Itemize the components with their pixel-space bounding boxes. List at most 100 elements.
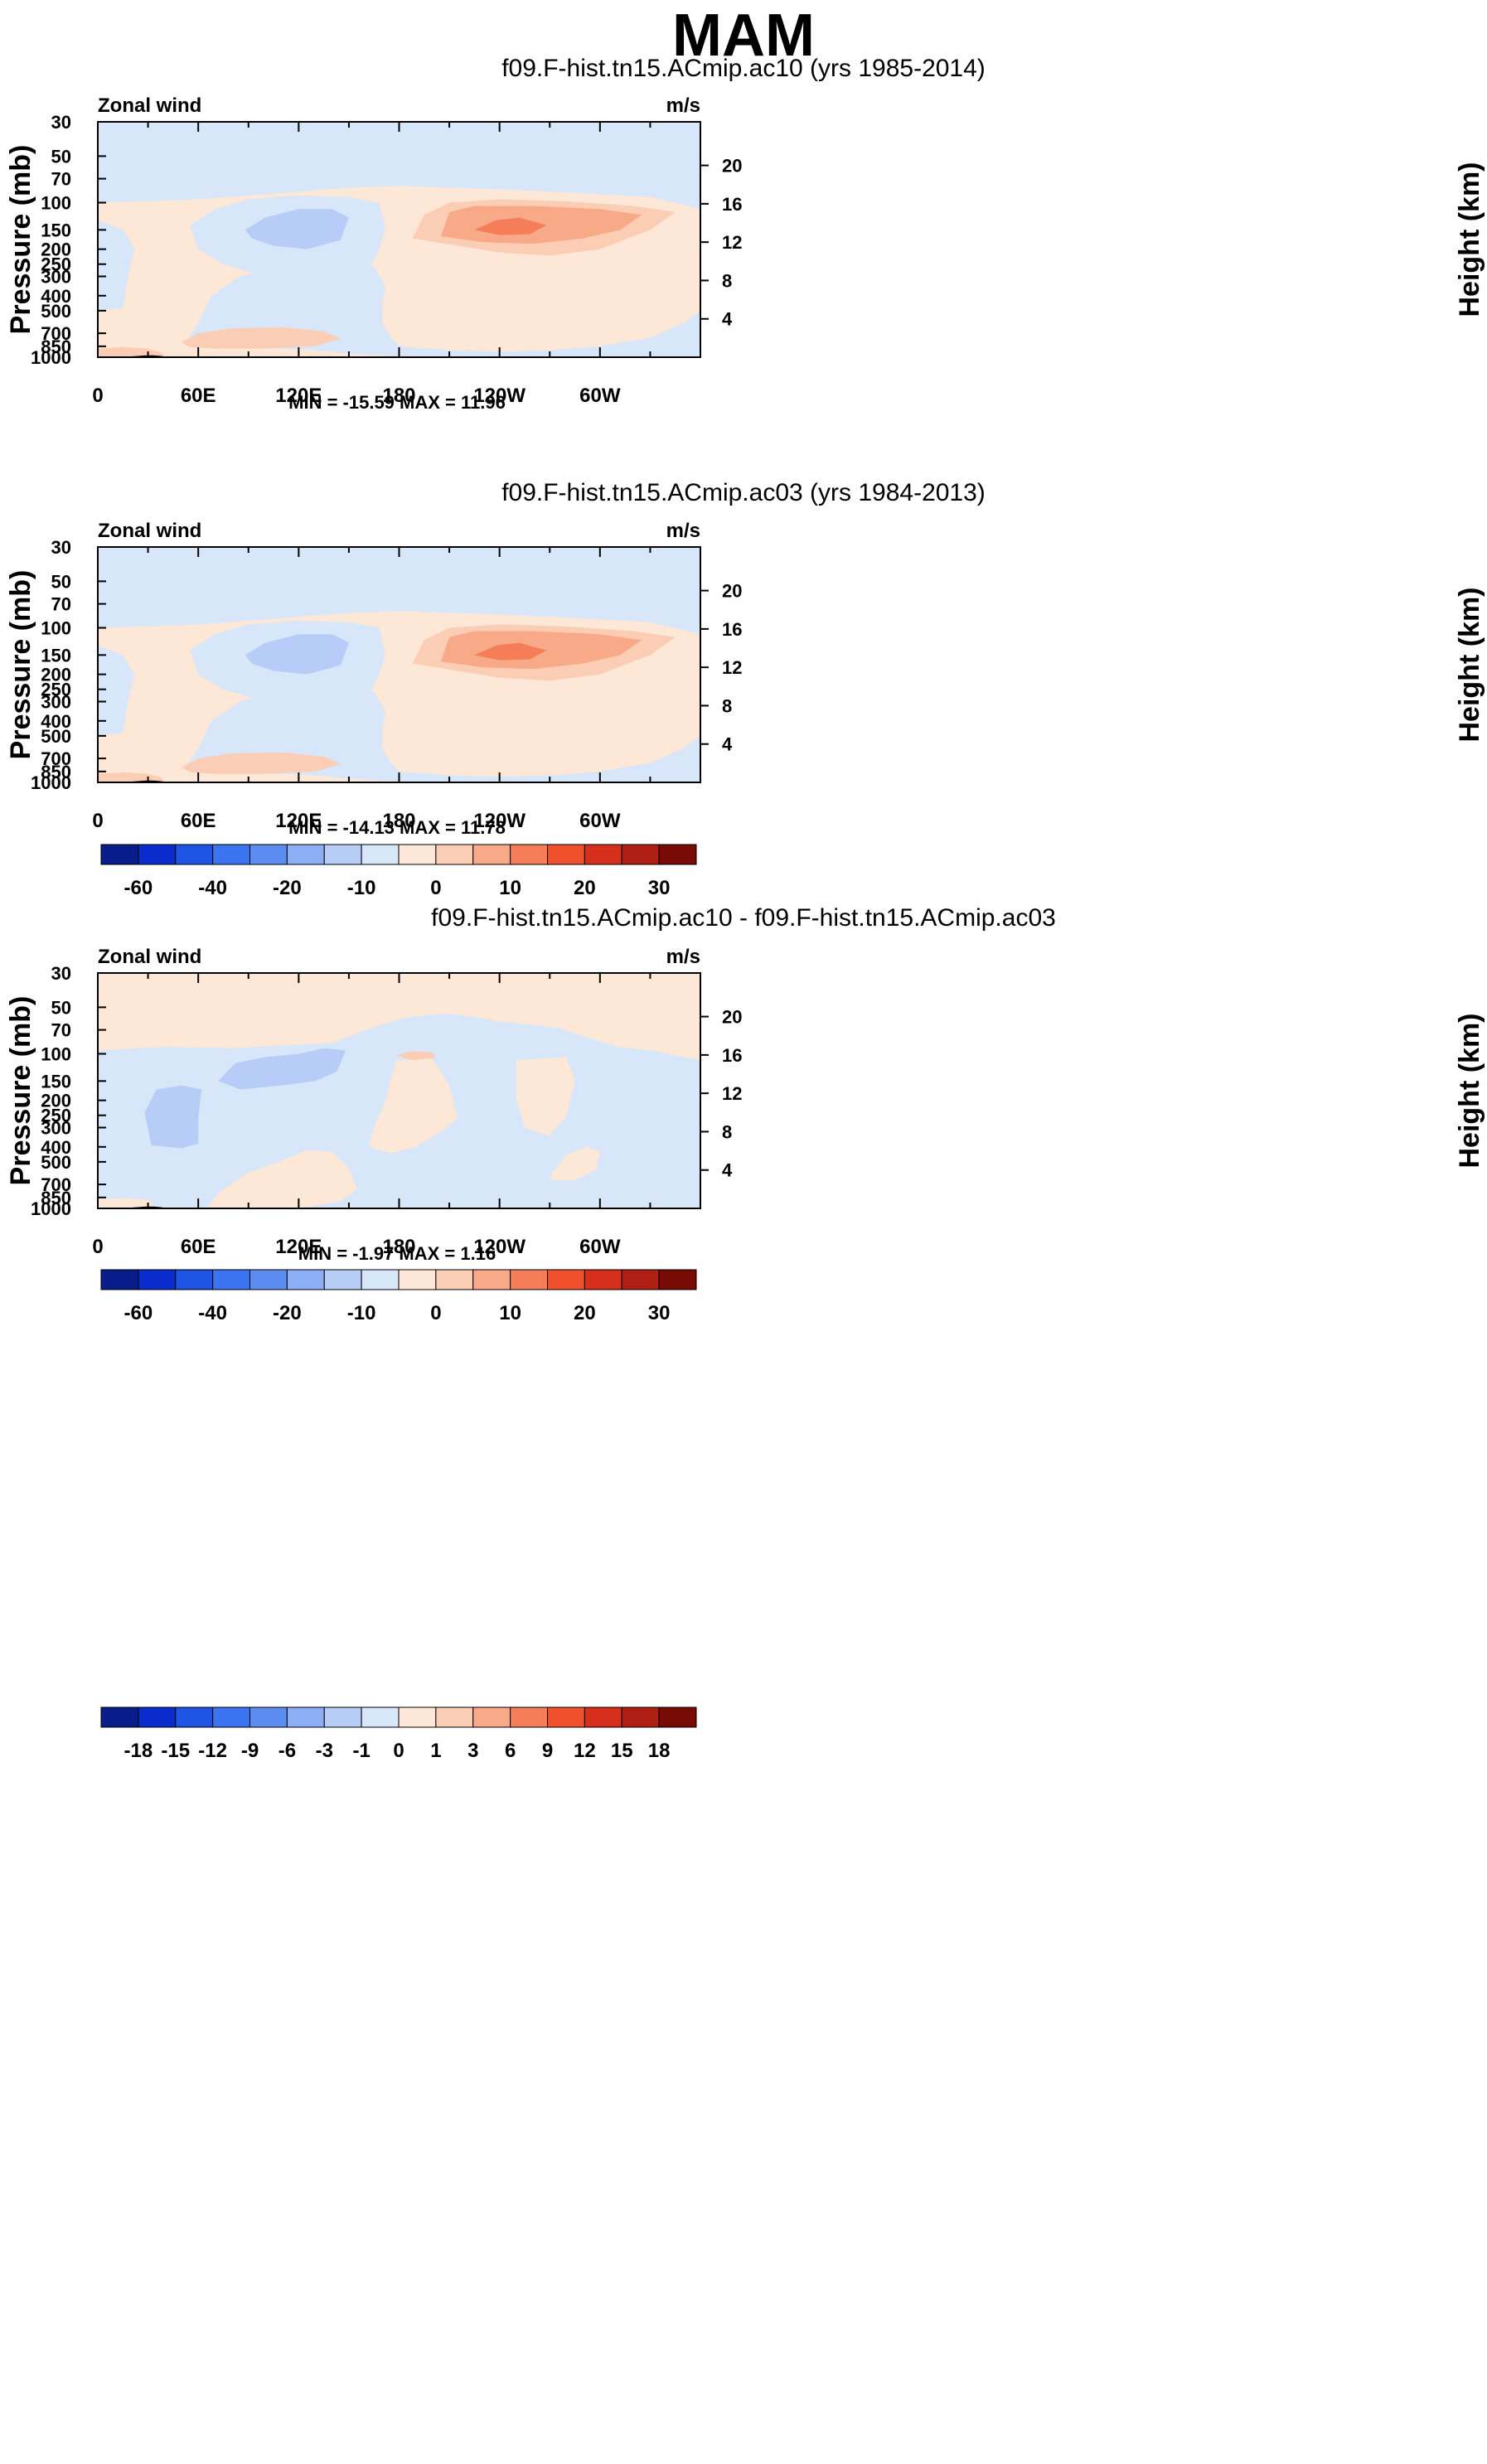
pressure-tick-label: 1000 (31, 772, 71, 793)
colorbar-box (286, 844, 325, 865)
height-tick-label: 8 (722, 270, 732, 291)
height-tick-label: 16 (722, 194, 742, 215)
field-diff-positive-surface (98, 1198, 157, 1208)
colorbar-box (138, 844, 177, 865)
colorbar-label: -12 (198, 1740, 227, 1762)
pressure-tick-label: 300 (41, 266, 71, 287)
pressure-tick-label: 1000 (31, 1198, 71, 1219)
y-axis-title-right: Height (km) (1454, 588, 1485, 743)
colorbar-box (175, 1706, 214, 1728)
min-max-stats: MIN = -15.59 MAX = 11.96 (288, 392, 506, 413)
colorbar-box (286, 1269, 325, 1290)
pressure-tick-label: 850 (41, 762, 71, 782)
min-max-stats: MIN = -1.97 MAX = 1.16 (298, 1243, 496, 1264)
colorbar-box (472, 844, 511, 865)
colorbar-box (212, 1269, 250, 1290)
panel-2: f09.F-hist.tn15.ACmip.ac03 (yrs 1984-201… (5, 479, 1485, 1324)
colorbar-box (547, 1706, 585, 1728)
panel-title: f09.F-hist.tn15.ACmip.ac10 - f09.F-hist.… (431, 904, 1056, 932)
x-tick-label: 120E (275, 1236, 322, 1258)
height-tick-label: 4 (722, 734, 733, 755)
pressure-tick-label: 700 (41, 323, 71, 344)
field-negative-jet (245, 209, 349, 249)
field-diff-positive-spot (395, 1051, 436, 1061)
pressure-tick-label: 400 (41, 711, 71, 732)
colorbar: -60 -40 -20 -10 0 10 20 30 (100, 1269, 697, 1324)
height-tick-label: 8 (722, 695, 732, 716)
colorbar-label: -9 (241, 1740, 259, 1762)
colorbar-box (547, 1269, 585, 1290)
min-max-stats: MIN = -14.13 MAX = 11.78 (288, 817, 506, 838)
right-label: m/s (666, 946, 700, 968)
pressure-tick-label: 400 (41, 286, 71, 307)
height-tick-label: 4 (722, 309, 733, 330)
colorbar-label: 10 (499, 877, 521, 899)
pressure-tick-label: 50 (51, 571, 71, 592)
colorbar-label: -10 (347, 877, 376, 899)
colorbar-label: 0 (393, 1740, 404, 1762)
colorbar-label: 20 (574, 877, 596, 899)
plot-area (98, 122, 700, 357)
colorbar-label: -10 (347, 1302, 376, 1324)
height-tick-label: 20 (722, 156, 742, 177)
colorbar-box (361, 1706, 400, 1728)
colorbar-label: 30 (648, 877, 671, 899)
right-label: m/s (666, 94, 700, 117)
colorbar-box (584, 844, 622, 865)
colorbar-box (100, 1706, 139, 1728)
colorbar-label: 30 (648, 1302, 671, 1324)
colorbar-box (361, 844, 400, 865)
colorbar-label: 1 (430, 1740, 441, 1762)
colorbar-box (323, 1706, 362, 1728)
x-tick-label: 180 (382, 810, 415, 832)
pressure-tick-label: 70 (51, 594, 71, 615)
x-tick-label: 60W (579, 385, 621, 407)
colorbar-box (435, 1706, 474, 1728)
colorbar-box (138, 1706, 177, 1728)
colorbar-box (249, 844, 288, 865)
field-negative-left (98, 220, 135, 311)
pressure-tick-label: 300 (41, 1117, 71, 1138)
height-tick-label: 4 (722, 1160, 733, 1181)
colorbar-label: 0 (430, 1302, 441, 1324)
pressure-tick-label: 250 (41, 254, 71, 275)
y-axis-title-right: Height (km) (1454, 1014, 1485, 1169)
y-axis-title: Pressure (mb) (5, 570, 36, 760)
pressure-tick-label: 850 (41, 336, 71, 357)
x-tick-label: 0 (92, 1236, 103, 1258)
colorbar-box (100, 1269, 139, 1290)
colorbar-label: -15 (161, 1740, 190, 1762)
pressure-tick-label: 70 (51, 1020, 71, 1041)
colorbar-box (100, 844, 139, 865)
field-positive-low (182, 327, 341, 349)
colorbar-label: -18 (124, 1740, 153, 1762)
field-jet-core (474, 642, 547, 661)
colorbar-label: 20 (574, 1302, 596, 1324)
x-tick-label: 0 (92, 385, 103, 407)
colorbar-label: 0 (430, 877, 441, 899)
pressure-tick-label: 150 (41, 220, 71, 240)
x-tick-label: 0 (92, 810, 103, 832)
pressure-tick-label: 850 (41, 1188, 71, 1208)
pressure-tick-label: 70 (51, 169, 71, 190)
pressure-tick-label: 150 (41, 1071, 71, 1092)
colorbar-box (658, 844, 697, 865)
colorbar-label: 3 (467, 1740, 478, 1762)
pressure-tick-label: 700 (41, 748, 71, 769)
height-tick-label: 8 (722, 1121, 732, 1142)
pressure-tick-label: 100 (41, 1044, 71, 1065)
field-diff-positive-right (550, 1146, 600, 1181)
pressure-tick-label: 250 (41, 1106, 71, 1126)
colorbar-box (138, 1269, 177, 1290)
field-diff-positive-col2 (516, 1057, 575, 1136)
panel-title: f09.F-hist.tn15.ACmip.ac10 (yrs 1985-201… (501, 55, 986, 82)
plot-area (98, 547, 700, 782)
colorbar-box (435, 1269, 474, 1290)
colorbar-box (361, 1269, 400, 1290)
colorbar-box (621, 1706, 660, 1728)
colorbar-box (658, 1269, 697, 1290)
pressure-tick-label: 500 (41, 1152, 71, 1173)
colorbar-box (212, 1706, 250, 1728)
pressure-tick-label: 100 (41, 618, 71, 639)
pressure-tick-label: 200 (41, 240, 71, 260)
